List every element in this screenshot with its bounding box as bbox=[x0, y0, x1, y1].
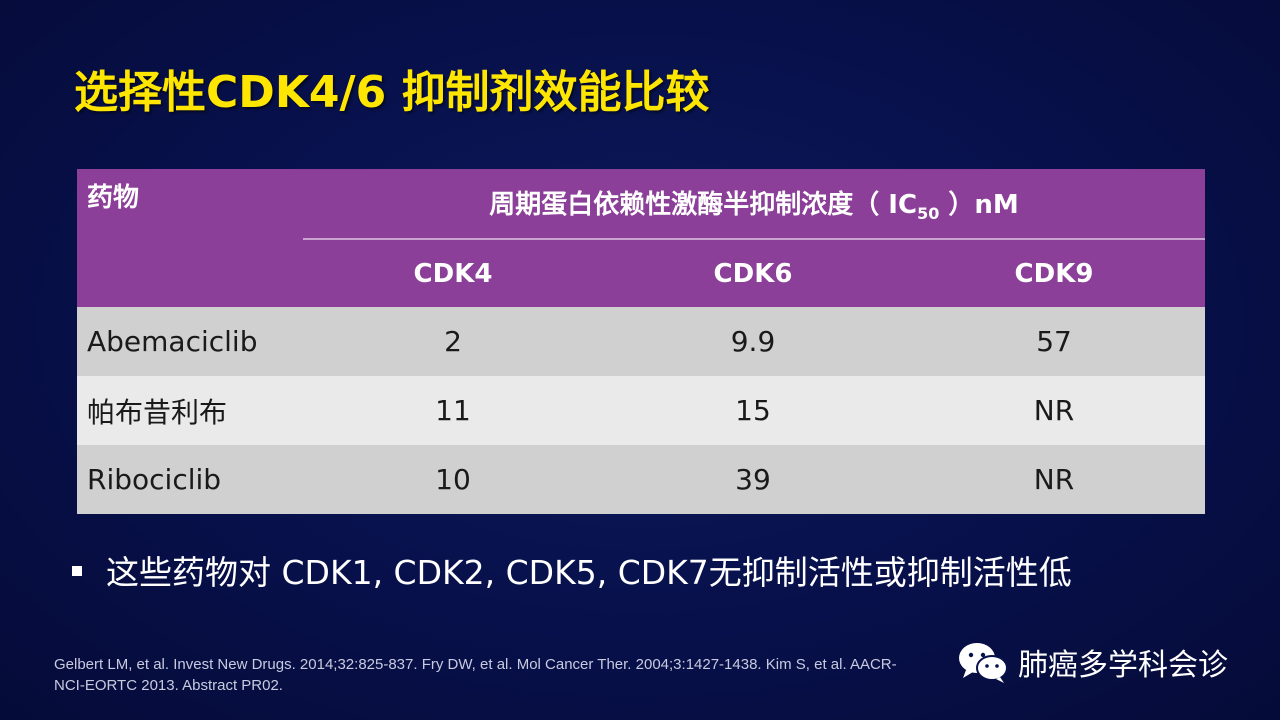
wechat-watermark: 肺癌多学科会诊 bbox=[956, 640, 1228, 684]
drug-name-cell: Abemaciclib bbox=[77, 307, 303, 376]
watermark-text: 肺癌多学科会诊 bbox=[1018, 640, 1228, 684]
bullet-text: 这些药物对 CDK1, CDK2, CDK5, CDK7无抑制活性或抑制活性低 bbox=[106, 546, 1072, 594]
ic50-header-prefix: 周期蛋白依赖性激酶半抑制浓度（ IC bbox=[489, 190, 917, 220]
drug-name-cell: 帕布昔利布 bbox=[77, 376, 303, 445]
table-row: Ribociclib 10 39 NR bbox=[77, 445, 1205, 514]
value-cell: 57 bbox=[903, 307, 1205, 376]
ic50-header-subscript: 50 bbox=[917, 204, 939, 223]
table-row: 帕布昔利布 11 15 NR bbox=[77, 376, 1205, 445]
value-cell: NR bbox=[903, 376, 1205, 445]
column-header-cdk6: CDK6 bbox=[603, 239, 903, 307]
value-cell: 9.9 bbox=[603, 307, 903, 376]
wechat-icon bbox=[956, 640, 1012, 684]
column-header-cdk9: CDK9 bbox=[903, 239, 1205, 307]
reference-citation: Gelbert LM, et al. Invest New Drugs. 201… bbox=[54, 654, 904, 696]
table-header-row-top: 药物 周期蛋白依赖性激酶半抑制浓度（ IC50 ）nM bbox=[77, 169, 1205, 239]
ic50-comparison-table: 药物 周期蛋白依赖性激酶半抑制浓度（ IC50 ）nM CDK4 CDK6 CD… bbox=[77, 169, 1205, 514]
value-cell: 2 bbox=[303, 307, 603, 376]
column-header-cdk4: CDK4 bbox=[303, 239, 603, 307]
drug-name-cell: Ribociclib bbox=[77, 445, 303, 514]
ic50-group-header: 周期蛋白依赖性激酶半抑制浓度（ IC50 ）nM bbox=[303, 169, 1205, 239]
drug-column-header: 药物 bbox=[77, 169, 303, 307]
value-cell: 10 bbox=[303, 445, 603, 514]
table-row: Abemaciclib 2 9.9 57 bbox=[77, 307, 1205, 376]
bullet-square-icon bbox=[72, 566, 82, 576]
slide-title: 选择性CDK4/6 抑制剂效能比较 bbox=[74, 56, 710, 120]
value-cell: NR bbox=[903, 445, 1205, 514]
ic50-header-suffix: ）nM bbox=[939, 190, 1018, 220]
value-cell: 15 bbox=[603, 376, 903, 445]
value-cell: 11 bbox=[303, 376, 603, 445]
bullet-point: 这些药物对 CDK1, CDK2, CDK5, CDK7无抑制活性或抑制活性低 bbox=[72, 546, 1072, 594]
value-cell: 39 bbox=[603, 445, 903, 514]
